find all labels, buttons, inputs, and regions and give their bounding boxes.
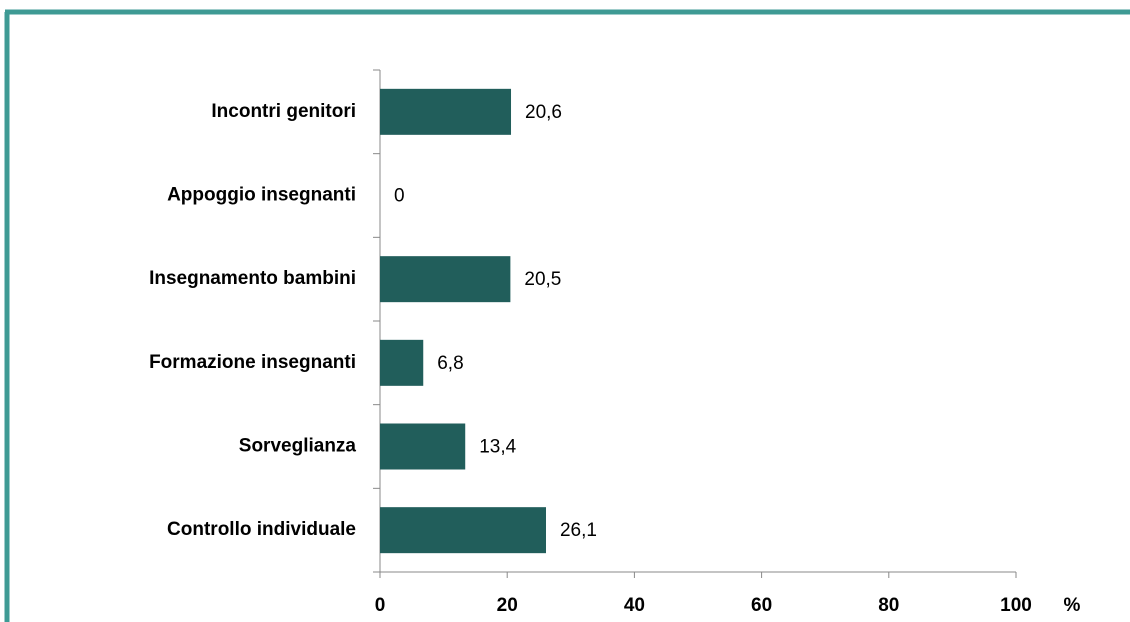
value-label: 0 — [394, 186, 405, 207]
x-tick-label: 20 — [497, 595, 518, 616]
x-tick-label: 0 — [375, 595, 386, 616]
x-tick-label: 60 — [751, 595, 772, 616]
x-tick-label: 80 — [878, 595, 899, 616]
bar — [380, 339, 424, 386]
category-label: Sorveglianza — [239, 436, 357, 457]
x-axis-label: % — [1064, 595, 1081, 616]
category-label: Insegnamento bambini — [149, 268, 356, 289]
value-label: 26,1 — [560, 520, 597, 541]
category-label: Appoggio insegnanti — [167, 185, 356, 206]
value-label: 13,4 — [479, 437, 516, 458]
category-label: Formazione insegnanti — [149, 352, 356, 373]
value-label: 20,6 — [525, 102, 562, 123]
bar — [380, 256, 511, 303]
bar — [380, 507, 546, 554]
bar — [380, 423, 466, 470]
bar — [380, 88, 512, 135]
value-label: 6,8 — [437, 353, 463, 374]
x-tick-label: 100 — [1000, 595, 1032, 616]
value-label: 20,5 — [524, 269, 561, 290]
category-label: Incontri genitori — [211, 101, 356, 122]
category-label: Controllo individuale — [167, 519, 356, 540]
x-tick-label: 40 — [624, 595, 645, 616]
